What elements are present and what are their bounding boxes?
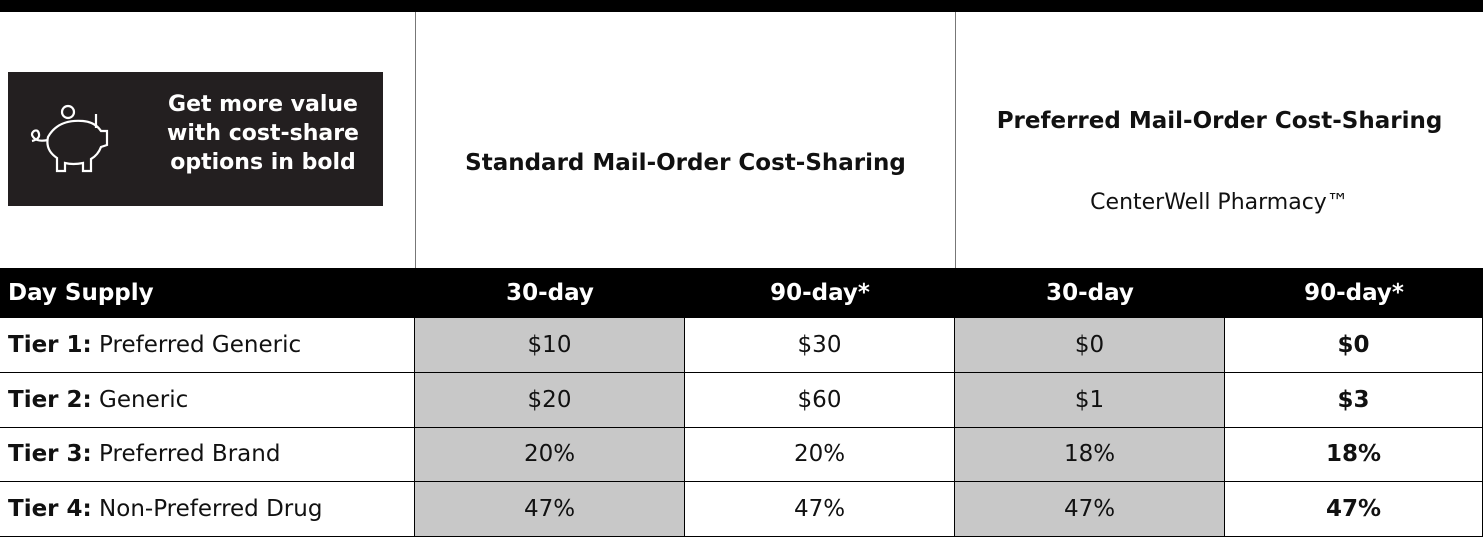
cost-cell: $10	[415, 318, 685, 373]
tier-name: Preferred Brand	[99, 441, 281, 468]
promo-line: with cost-share	[167, 121, 359, 146]
promo-line: options in bold	[170, 150, 356, 175]
tier-name: Generic	[99, 386, 189, 413]
cost-cell: $3	[1225, 372, 1483, 428]
tier-number: Tier 2:	[8, 386, 92, 413]
tier-number: Tier 3:	[8, 441, 92, 468]
row-label: Tier 2: Generic	[0, 372, 415, 428]
cost-cell: 47%	[685, 482, 955, 537]
cost-cell: 20%	[415, 427, 685, 483]
top-bar	[0, 0, 1483, 12]
cost-cell: $60	[685, 372, 955, 428]
pharmacy-name: CenterWell Pharmacy™	[1090, 190, 1349, 215]
column-header: 90-day*	[685, 268, 955, 318]
cost-cell: $1	[955, 372, 1225, 428]
tier-number: Tier 1:	[8, 331, 92, 358]
cost-cell: $0	[1225, 318, 1483, 373]
divider	[415, 12, 416, 268]
promo-line: Get more value	[168, 92, 358, 117]
tier-name: Preferred Generic	[99, 331, 302, 358]
cost-cell: 47%	[955, 482, 1225, 537]
cost-cell: 18%	[955, 427, 1225, 483]
cost-cell: 47%	[415, 482, 685, 537]
row-label: Tier 4: Non-Preferred Drug	[0, 482, 415, 537]
cost-cell: $30	[685, 318, 955, 373]
tier-name: Non-Preferred Drug	[99, 496, 323, 523]
standard-heading: Standard Mail-Order Cost-Sharing	[465, 150, 906, 176]
column-header: 30-day	[955, 268, 1225, 318]
column-header: 90-day*	[1225, 268, 1483, 318]
cost-cell: 47%	[1225, 482, 1483, 537]
row-label: Tier 3: Preferred Brand	[0, 427, 415, 483]
piggy-icon	[30, 104, 109, 173]
cost-cell: $0	[955, 318, 1225, 373]
promo-box: Get more value with cost-share options in …	[8, 72, 383, 206]
cost-cell: 18%	[1225, 427, 1483, 483]
tier-number: Tier 4:	[8, 496, 92, 523]
divider	[955, 12, 956, 268]
cost-cell: $20	[415, 372, 685, 428]
column-header: Day Supply	[0, 268, 415, 318]
cost-cell: 20%	[685, 427, 955, 483]
row-label: Tier 1: Preferred Generic	[0, 318, 415, 373]
preferred-heading: Preferred Mail-Order Cost-Sharing	[996, 108, 1443, 134]
promo-text: Get more value with cost-share options in …	[158, 90, 368, 177]
column-header: 30-day	[415, 268, 685, 318]
